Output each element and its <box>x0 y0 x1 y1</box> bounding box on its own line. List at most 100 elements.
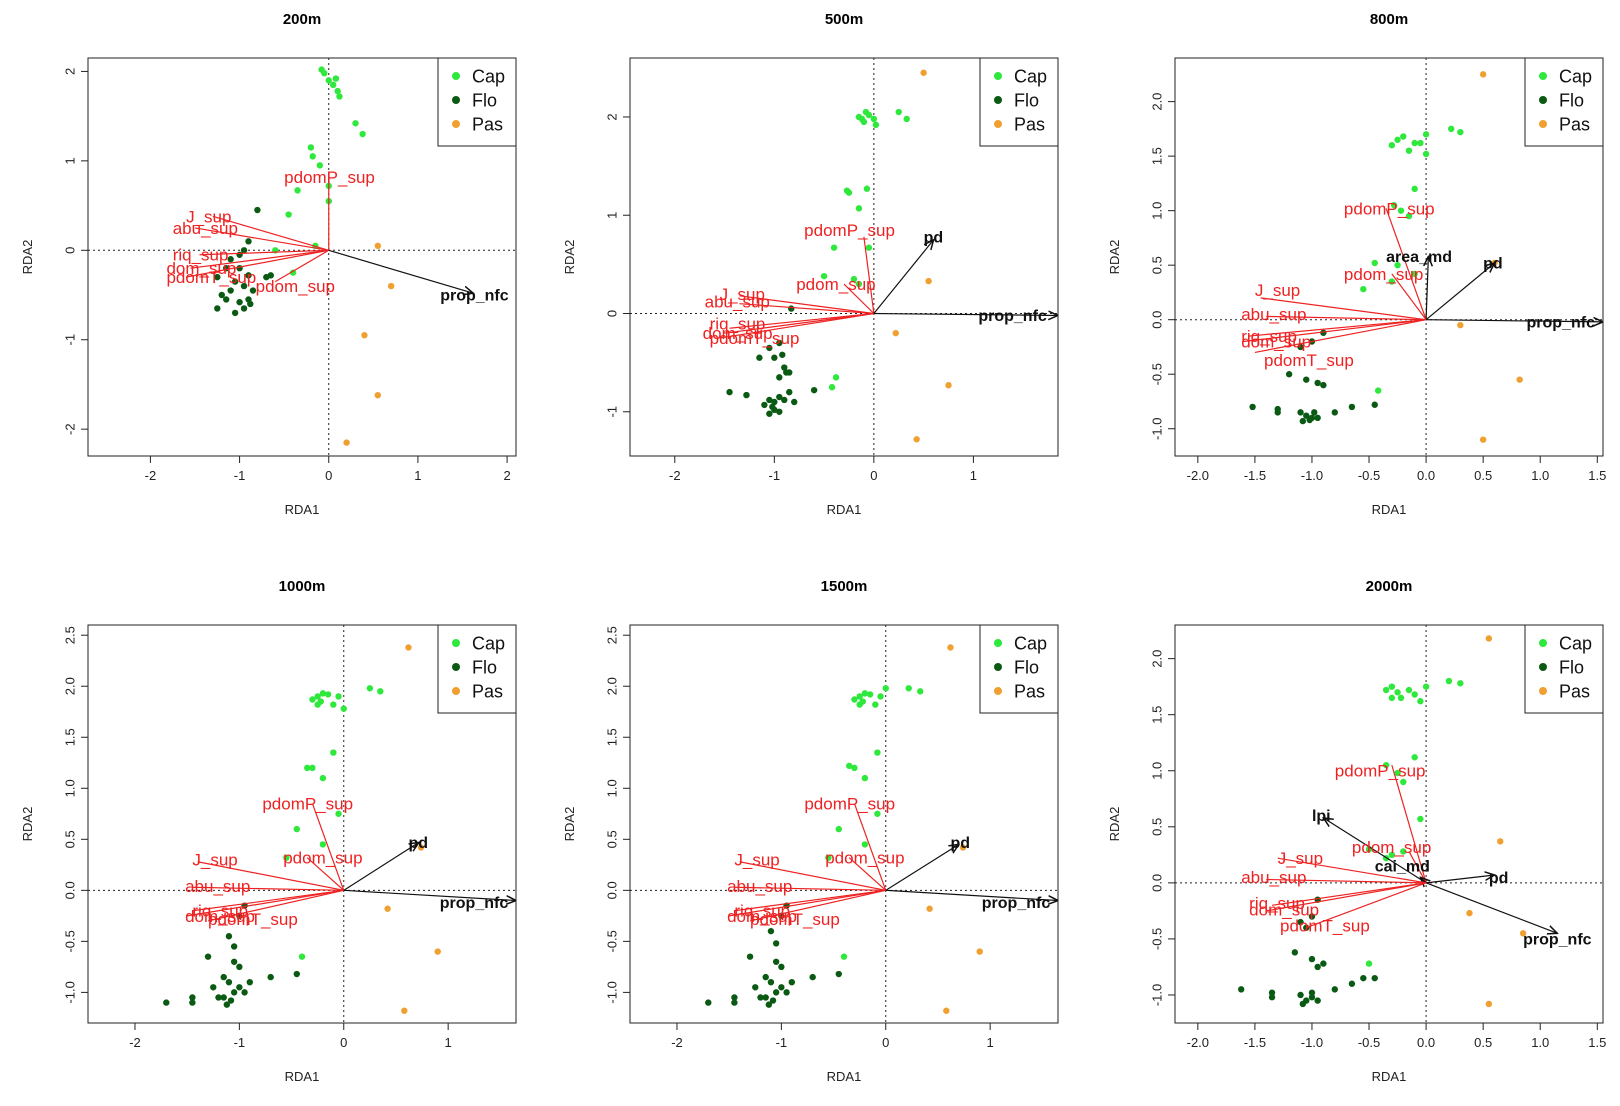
vector-label: dom_sup <box>185 907 255 926</box>
point-cap <box>903 115 910 123</box>
plot-frame <box>1174 624 1604 1024</box>
y-tick-label: 2.5 <box>63 626 78 644</box>
point-cap <box>862 108 870 116</box>
point-flo <box>809 973 816 981</box>
point-cap <box>861 690 869 697</box>
vector-pdomT_sup <box>719 312 874 339</box>
point-flo <box>772 989 780 996</box>
vector-label: pdomT_sup <box>208 910 298 929</box>
point-cap <box>1388 851 1396 859</box>
point-flo <box>705 999 712 1006</box>
y-tick-label: 1.5 <box>63 728 78 746</box>
point-flo <box>791 398 798 406</box>
point-cap <box>1394 769 1401 777</box>
point-cap <box>858 115 866 123</box>
point-pas <box>1485 635 1493 642</box>
vector-pd <box>873 240 934 314</box>
point-flo <box>1314 414 1321 422</box>
vector-label: J_sup <box>734 851 779 870</box>
point-pas <box>947 644 954 651</box>
panel-1500m: 1500m -2 -1 0 1 -1.0 -0.5 0.0 0.5 1.0 1.5 2.0 2.5 RDA… <box>562 578 1059 1084</box>
point-cap <box>366 685 374 692</box>
point-flo <box>1299 417 1307 425</box>
point-cap <box>289 269 297 276</box>
point-cap <box>856 693 863 700</box>
vector-label: riq_sup <box>1241 327 1297 346</box>
panels-group: 200m -2 -1 0 1 2 -2 -1 0 1 2 RDA1 RDA2 pdomP_sup J_sup… <box>20 11 1606 1084</box>
plot-area: pdomP_sup pdom_sup J_sup abu_sup riq_supdom_… <box>630 625 1058 1023</box>
point-cap <box>820 272 828 280</box>
point-flo <box>788 978 796 986</box>
point-cap <box>340 705 347 712</box>
point-flo <box>1371 401 1378 408</box>
legend-label: Flo <box>1014 90 1039 110</box>
point-cap <box>905 685 912 692</box>
x-tick-label: -1.5 <box>1244 1035 1266 1050</box>
x-tick-label: 0.0 <box>1417 1035 1435 1050</box>
vector-label: pdomP_sup <box>1344 199 1435 218</box>
point-cap <box>851 764 858 772</box>
legend-label: Pas <box>472 114 503 134</box>
vector-label: cai_md <box>1375 859 1430 876</box>
x-tick-label: 1 <box>414 468 421 483</box>
vector-riq_sup <box>199 249 329 256</box>
plot-frame <box>87 57 517 457</box>
vector-dom_sup <box>729 889 886 917</box>
y-tick-label: -1 <box>605 406 620 418</box>
legend-swatch <box>994 72 1002 80</box>
point-cap <box>330 701 337 708</box>
vector-riq_sup <box>734 889 886 912</box>
point-cap <box>846 762 853 770</box>
point-pas <box>361 332 368 339</box>
point-flo <box>225 933 233 940</box>
vector-label: prop_nfc <box>440 288 509 305</box>
legend: Cap Flo Pas <box>437 624 517 714</box>
vector-pdom_sup <box>848 857 887 891</box>
point-flo <box>246 978 254 986</box>
vector-riq_sup <box>1271 882 1427 906</box>
legend-label: Cap <box>1014 633 1047 653</box>
y-tick-label: 1 <box>63 157 78 164</box>
point-flo <box>249 287 257 294</box>
point-flo <box>767 978 775 986</box>
point-flo <box>762 994 769 1001</box>
vector-label: abu_sup <box>705 293 770 312</box>
point-flo <box>241 989 248 996</box>
point-flo <box>204 953 212 960</box>
point-flo <box>786 388 793 396</box>
point-cap <box>1388 683 1396 690</box>
vector-dom_sup <box>190 249 329 269</box>
point-flo <box>757 994 764 1001</box>
point-cap <box>855 280 863 288</box>
point-flo <box>231 278 239 285</box>
point-flo <box>236 963 243 971</box>
vector-label: abu_sup <box>173 219 238 238</box>
point-flo <box>240 247 248 254</box>
vector-abu_sup <box>734 886 886 891</box>
point-flo <box>1249 403 1256 411</box>
x-tick-label: 0 <box>870 468 877 483</box>
point-cap <box>917 688 924 695</box>
point-flo <box>810 386 818 394</box>
x-tick-label: -2 <box>669 468 681 483</box>
point-flo <box>215 994 222 1001</box>
point-pas <box>943 1007 950 1014</box>
point-flo <box>835 970 842 978</box>
legend-label: Cap <box>472 66 505 86</box>
point-cap <box>1394 689 1401 696</box>
point-flo <box>245 272 252 279</box>
x-tick-label: 0 <box>340 1035 347 1050</box>
vector-abu_sup <box>1266 315 1427 321</box>
legend-label: Cap <box>1559 633 1592 653</box>
vector-pdom_sup <box>274 249 330 283</box>
legend: Cap Flo Pas <box>979 57 1059 147</box>
legend-swatch <box>1539 72 1547 80</box>
panel-800m: 800m -2.0 -1.5 -1.0 -0.5 0.0 0.5 1.0 1.5 -1.0 -0.5… <box>1107 11 1606 517</box>
y-tick-label: -0.5 <box>1150 928 1165 950</box>
plot-frame <box>87 624 517 1024</box>
point-flo <box>776 374 783 381</box>
vector-dom_sup <box>724 312 874 334</box>
point-flo <box>1268 989 1276 996</box>
point-pas <box>374 391 381 399</box>
point-cap <box>874 810 881 817</box>
